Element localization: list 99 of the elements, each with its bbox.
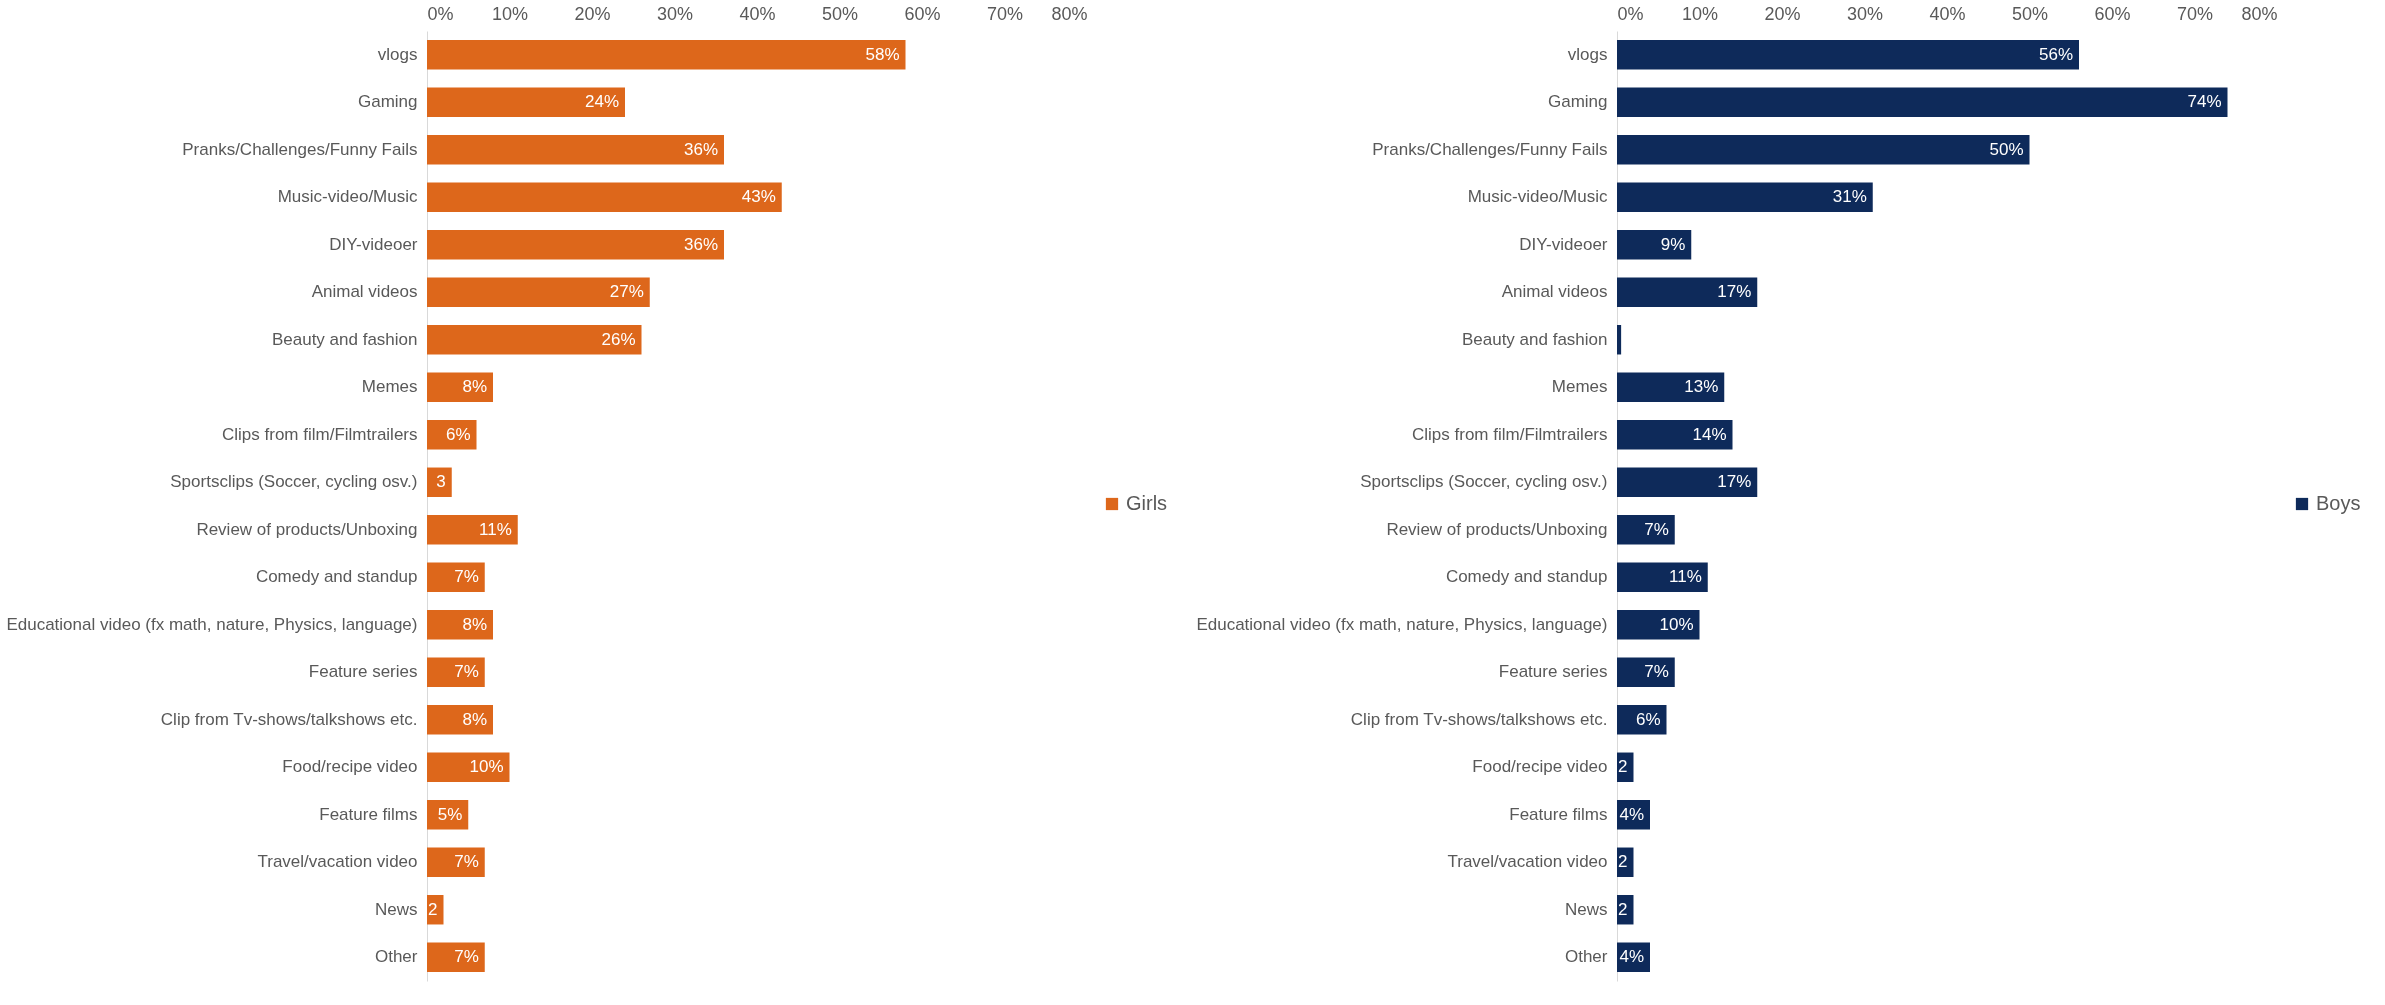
data-label: 2 [1618,852,1628,872]
data-label: 14% [1692,424,1727,444]
y-tick-label: Animal videos [311,282,418,302]
y-tick-label: Other [1564,947,1608,967]
y-tick-label: DIY-videoer [329,234,418,254]
data-label: 7% [1644,662,1669,682]
y-tick-label: News [1564,899,1608,919]
y-tick-label: Feature films [319,804,418,824]
data-label: 10% [469,757,504,777]
y-tick-label: Review of products/Unboxing [1386,519,1608,539]
y-tick-label: vlogs [1567,44,1608,64]
y-tick-label: Educational video (fx math, nature, Physics, language) [6,614,418,634]
legend-label: Boys [2316,492,2361,514]
x-tick-label: 30% [1846,3,1884,24]
data-label: 2 [428,899,438,919]
data-label: 56% [2038,44,2073,64]
y-tick-label: Beauty and fashion [1461,329,1608,349]
y-tick-label: Memes [361,377,418,397]
x-tick-label: 20% [574,3,611,24]
x-tick-label: 0% [427,3,454,24]
y-tick-label: Comedy and standup [255,567,418,587]
data-label: 31% [1832,187,1867,207]
data-label: 24% [584,92,619,112]
data-label: 4% [1619,804,1644,824]
y-tick-label: vlogs [377,44,418,64]
data-label: 7% [1644,519,1669,539]
x-tick-label: 0% [1617,3,1644,24]
y-tick-label: Feature series [1498,662,1608,682]
data-label: 4% [1619,947,1644,967]
x-tick-label: 60% [904,3,941,24]
y-tick-label: Beauty and fashion [271,329,418,349]
data-label: 6% [1635,709,1661,729]
y-tick-label: Music-video/Music [1467,187,1608,207]
x-tick-label: 10% [1681,3,1719,24]
y-tick-label: Clip from Tv-shows/talkshows etc. [160,709,418,729]
y-tick-label: Sportsclips (Soccer, cycling osv.) [1360,472,1608,492]
y-tick-label: Memes [1551,377,1608,397]
y-tick-label: Sportsclips (Soccer, cycling osv.) [170,472,418,492]
data-label: 7% [454,662,479,682]
y-tick-label: Pranks/Challenges/Funny Fails [182,139,418,159]
data-label: 3 [436,472,446,492]
y-tick-label: Clip from Tv-shows/talkshows etc. [1350,709,1608,729]
y-tick-label: Travel/vacation video [1447,852,1608,872]
data-label: 36% [683,234,718,254]
x-tick-label: 20% [1764,3,1801,24]
x-tick-label: 70% [2176,3,2214,24]
data-label: 43% [741,187,776,207]
y-tick-label: Animal videos [1501,282,1608,302]
y-tick-label: Feature series [308,662,418,682]
data-label: 7% [454,567,479,587]
y-tick-label: Gaming [357,92,418,112]
y-tick-label: Food/recipe video [1472,757,1608,777]
data-label: 11% [478,519,512,539]
data-label: 5% [437,804,463,824]
y-tick-label: Review of products/Unboxing [196,519,418,539]
data-label: 9% [1660,234,1686,254]
x-tick-label: 40% [739,3,776,24]
data-label: 17% [1717,472,1752,492]
x-tick-label: 80% [1051,3,1088,24]
data-label: 8% [462,614,487,634]
data-label: 8% [462,377,487,397]
data-label: 50% [1989,139,2024,159]
data-label: 26% [601,329,636,349]
data-label: 10% [1659,614,1694,634]
y-tick-label: Gaming [1547,92,1608,112]
y-tick-label: Comedy and standup [1445,567,1608,587]
legend-label: Girls [1126,492,1168,514]
data-label: 8% [462,709,487,729]
x-tick-label: 60% [2094,3,2131,24]
x-tick-label: 40% [1929,3,1966,24]
y-tick-label: Travel/vacation video [257,852,418,872]
data-label: 2 [1618,757,1628,777]
x-tick-label: 80% [2241,3,2278,24]
x-tick-label: 10% [491,3,529,24]
data-label: 7% [454,852,479,872]
data-label: 27% [609,282,644,302]
data-label: 6% [445,424,471,444]
x-tick-label: 70% [986,3,1024,24]
data-label: 36% [683,139,718,159]
data-label: 58% [865,44,900,64]
x-tick-label: 50% [821,3,859,24]
y-tick-label: Music-video/Music [277,187,418,207]
x-tick-label: 30% [656,3,694,24]
y-tick-label: Clips from film/Filmtrailers [1412,424,1608,444]
data-label: 2 [1618,899,1628,919]
y-tick-label: Pranks/Challenges/Funny Fails [1372,139,1608,159]
x-tick-label: 50% [2011,3,2049,24]
data-label: 17% [1717,282,1752,302]
data-label: 74% [2187,92,2222,112]
y-tick-label: Feature films [1509,804,1608,824]
y-tick-label: DIY-videoer [1519,234,1608,254]
y-tick-label: Clips from film/Filmtrailers [222,424,418,444]
data-label: 7% [454,947,479,967]
y-tick-label: News [374,899,418,919]
y-tick-label: Educational video (fx math, nature, Physics, language) [1196,614,1608,634]
y-tick-label: Food/recipe video [282,757,418,777]
y-tick-label: Other [374,947,418,967]
data-label: 11% [1668,567,1702,587]
data-label: 13% [1684,377,1719,397]
